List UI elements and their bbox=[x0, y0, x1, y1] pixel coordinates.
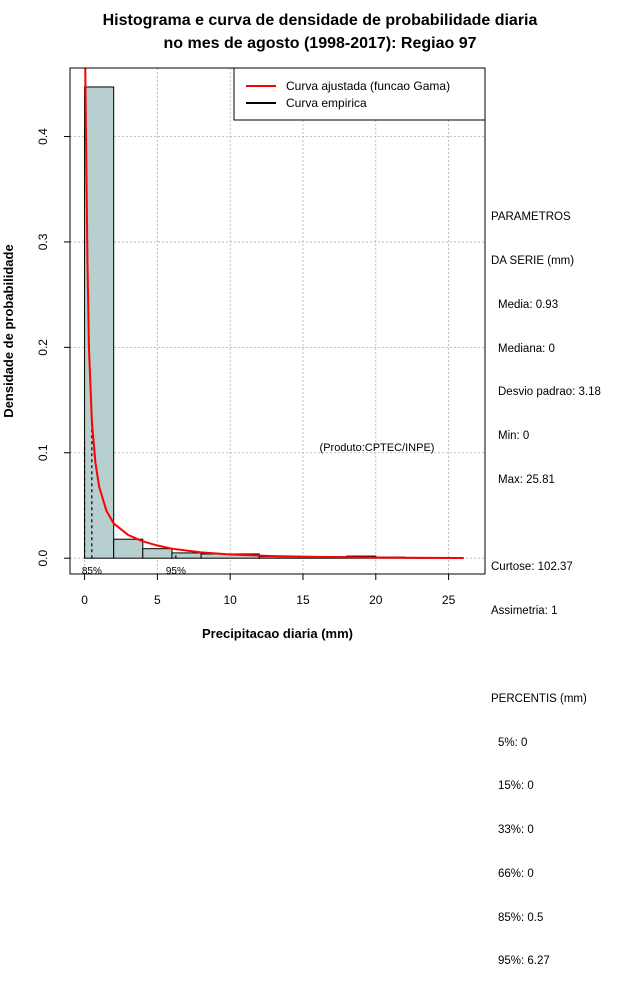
x-axis-title: Precipitacao diaria (mm) bbox=[202, 626, 353, 641]
stat-mediana: Mediana: 0 bbox=[498, 342, 555, 355]
stat-min: Min: 0 bbox=[498, 430, 530, 443]
params-header: PARAMETROS bbox=[491, 211, 571, 224]
percentile-label: 85% bbox=[82, 566, 102, 577]
percentil-66: 66%: 0 bbox=[498, 867, 534, 880]
gamma-fitted-curve bbox=[84, 67, 464, 559]
params-subheader: DA SERIE (mm) bbox=[491, 254, 575, 267]
y-tick-label: 0.3 bbox=[36, 233, 50, 250]
histogram-bar bbox=[113, 538, 144, 559]
y-tick-label: 0.2 bbox=[36, 339, 50, 356]
legend-label: Curva empirica bbox=[286, 96, 367, 110]
percentis-header: PERCENTIS (mm) bbox=[491, 692, 587, 705]
plot-frame bbox=[69, 67, 486, 575]
x-tick-label: 20 bbox=[369, 593, 383, 607]
y-axis-title: Densidade de probabilidade bbox=[1, 244, 16, 417]
x-tick-label: 15 bbox=[296, 593, 310, 607]
chart-title-line-1: Histograma e curva de densidade de proba… bbox=[102, 12, 538, 29]
series-parameters-panel: PARAMETROS DA SERIE (mm) Media: 0.93 Med… bbox=[491, 181, 601, 984]
y-tick-label: 0.4 bbox=[36, 128, 50, 145]
legend-label: Curva ajustada (funcao Gama) bbox=[286, 79, 450, 93]
histogram-bar bbox=[142, 548, 173, 559]
percentil-5: 5%: 0 bbox=[498, 736, 528, 749]
chart-title-line-2: no mes de agosto (1998-2017): Regiao 97 bbox=[163, 35, 477, 52]
x-tick-label: 25 bbox=[442, 593, 456, 607]
stat-assimetria: Assimetria: 1 bbox=[491, 605, 558, 618]
product-annotation: (Produto:CPTEC/INPE) bbox=[320, 442, 435, 454]
x-tick-label: 5 bbox=[154, 593, 161, 607]
percentil-95: 95%: 6.27 bbox=[498, 955, 550, 968]
percentile-label: 95% bbox=[166, 566, 186, 577]
legend-box bbox=[233, 67, 486, 121]
x-tick-label: 10 bbox=[223, 593, 237, 607]
percentil-33: 33%: 0 bbox=[498, 824, 534, 837]
histogram-chart: 85% 95% 0 5 10 15 20 25 0.0 0.1 0.2 0.3 0.4 Precipita… bbox=[1, 67, 486, 641]
x-tick-label: 0 bbox=[81, 593, 88, 607]
stat-curtose: Curtose: 102.37 bbox=[491, 561, 573, 574]
y-tick-label: 0.1 bbox=[36, 444, 50, 461]
stat-desvio: Desvio padrao: 3.18 bbox=[498, 386, 601, 399]
stat-max: Max: 25.81 bbox=[498, 473, 555, 486]
percentil-85: 85%: 0.5 bbox=[498, 911, 544, 924]
y-tick-label: 0.0 bbox=[36, 550, 50, 567]
percentil-15: 15%: 0 bbox=[498, 780, 534, 793]
stat-media: Media: 0.93 bbox=[498, 298, 559, 311]
